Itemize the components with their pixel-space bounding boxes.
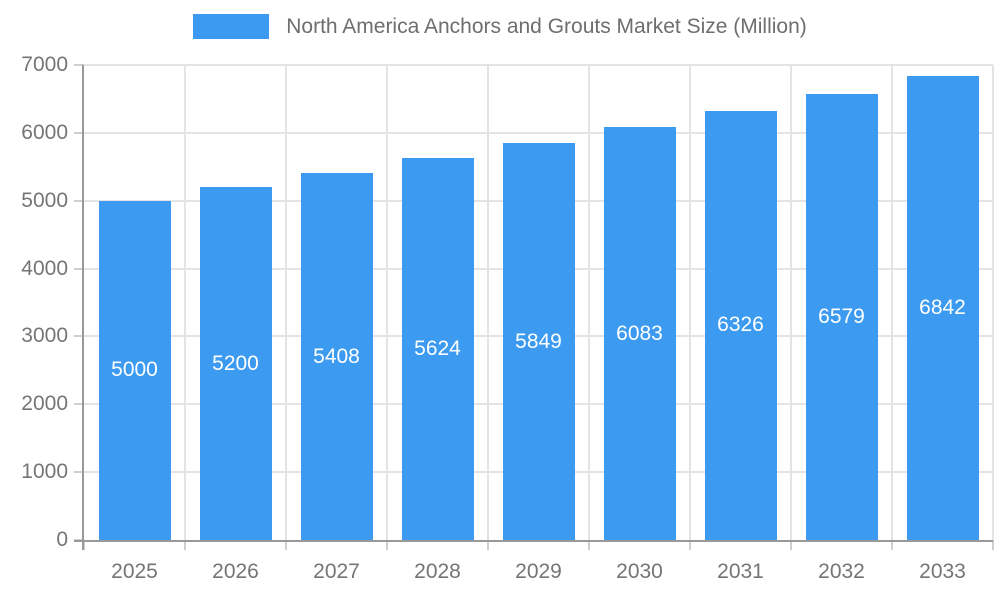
legend-swatch-icon[interactable] bbox=[193, 14, 270, 39]
x-axis-tick bbox=[83, 540, 85, 550]
x-axis-tick bbox=[790, 540, 792, 550]
x-axis-tick-label: 2033 bbox=[919, 560, 966, 583]
y-axis-tick bbox=[74, 267, 84, 270]
x-axis-tick bbox=[689, 540, 691, 550]
y-axis-tick-label: 5000 bbox=[21, 188, 68, 212]
x-axis-tick-label: 2026 bbox=[212, 560, 259, 583]
x-gridline bbox=[689, 65, 691, 540]
y-gridline bbox=[84, 131, 993, 134]
x-gridline bbox=[487, 65, 489, 540]
bar-2025[interactable] bbox=[98, 200, 171, 540]
bar-2029[interactable] bbox=[502, 143, 575, 540]
x-gridline bbox=[790, 65, 792, 540]
bar-value-label: 6579 bbox=[818, 304, 865, 328]
bar-2026[interactable] bbox=[199, 187, 272, 540]
y-axis-tick bbox=[74, 199, 84, 202]
bar-value-label: 5408 bbox=[313, 344, 360, 368]
legend-series-label: North America Anchors and Grouts Market … bbox=[286, 14, 807, 38]
y-axis-tick-label: 7000 bbox=[21, 53, 68, 76]
y-axis-tick-label: 0 bbox=[56, 528, 68, 551]
x-axis-tick bbox=[992, 540, 994, 550]
y-gridline bbox=[84, 64, 993, 66]
x-axis-tick bbox=[386, 540, 388, 550]
y-axis-line bbox=[82, 65, 84, 550]
x-gridline bbox=[184, 65, 186, 540]
bar-2032[interactable] bbox=[805, 93, 878, 540]
chart-legend[interactable]: North America Anchors and Grouts Market … bbox=[0, 14, 1000, 39]
x-axis-line bbox=[74, 540, 993, 542]
bar-value-label: 5624 bbox=[414, 337, 461, 361]
bar-value-label: 5000 bbox=[111, 358, 158, 382]
x-axis-tick bbox=[891, 540, 893, 550]
bar-value-label: 6083 bbox=[616, 321, 663, 345]
bar-2031[interactable] bbox=[704, 110, 777, 540]
x-axis-tick-label: 2032 bbox=[818, 560, 865, 583]
y-axis-tick bbox=[74, 64, 84, 66]
x-gridline bbox=[992, 65, 994, 540]
y-axis-tick-label: 1000 bbox=[21, 460, 68, 484]
x-axis-tick-label: 2030 bbox=[616, 560, 663, 583]
bar-value-label: 5849 bbox=[515, 329, 562, 353]
bar-value-label: 5200 bbox=[212, 351, 259, 375]
x-axis-tick bbox=[487, 540, 489, 550]
bar-2033[interactable] bbox=[906, 75, 979, 540]
bar-2027[interactable] bbox=[300, 173, 373, 540]
y-axis-tick-label: 6000 bbox=[21, 120, 68, 144]
bar-value-label: 6842 bbox=[919, 295, 966, 319]
y-axis-tick bbox=[74, 131, 84, 134]
x-axis-tick bbox=[588, 540, 590, 550]
x-axis-tick-label: 2025 bbox=[111, 560, 158, 583]
bar-value-label: 6326 bbox=[717, 313, 764, 337]
x-axis-tick-label: 2028 bbox=[414, 560, 461, 583]
y-axis-tick-label: 3000 bbox=[21, 324, 68, 348]
x-axis-tick bbox=[285, 540, 287, 550]
bar-2028[interactable] bbox=[401, 158, 474, 540]
x-axis-tick-label: 2031 bbox=[717, 560, 764, 583]
bar-2030[interactable] bbox=[603, 127, 676, 540]
y-axis-tick bbox=[74, 403, 84, 406]
y-axis-tick-label: 2000 bbox=[21, 392, 68, 416]
x-gridline bbox=[891, 65, 893, 540]
x-axis-tick-label: 2029 bbox=[515, 560, 562, 583]
y-axis-tick-label: 4000 bbox=[21, 256, 68, 280]
x-gridline bbox=[285, 65, 287, 540]
x-gridline bbox=[588, 65, 590, 540]
x-axis-tick bbox=[184, 540, 186, 550]
y-axis-tick bbox=[74, 335, 84, 338]
x-axis-tick-label: 2027 bbox=[313, 560, 360, 583]
y-axis-tick bbox=[74, 471, 84, 474]
x-gridline bbox=[386, 65, 388, 540]
